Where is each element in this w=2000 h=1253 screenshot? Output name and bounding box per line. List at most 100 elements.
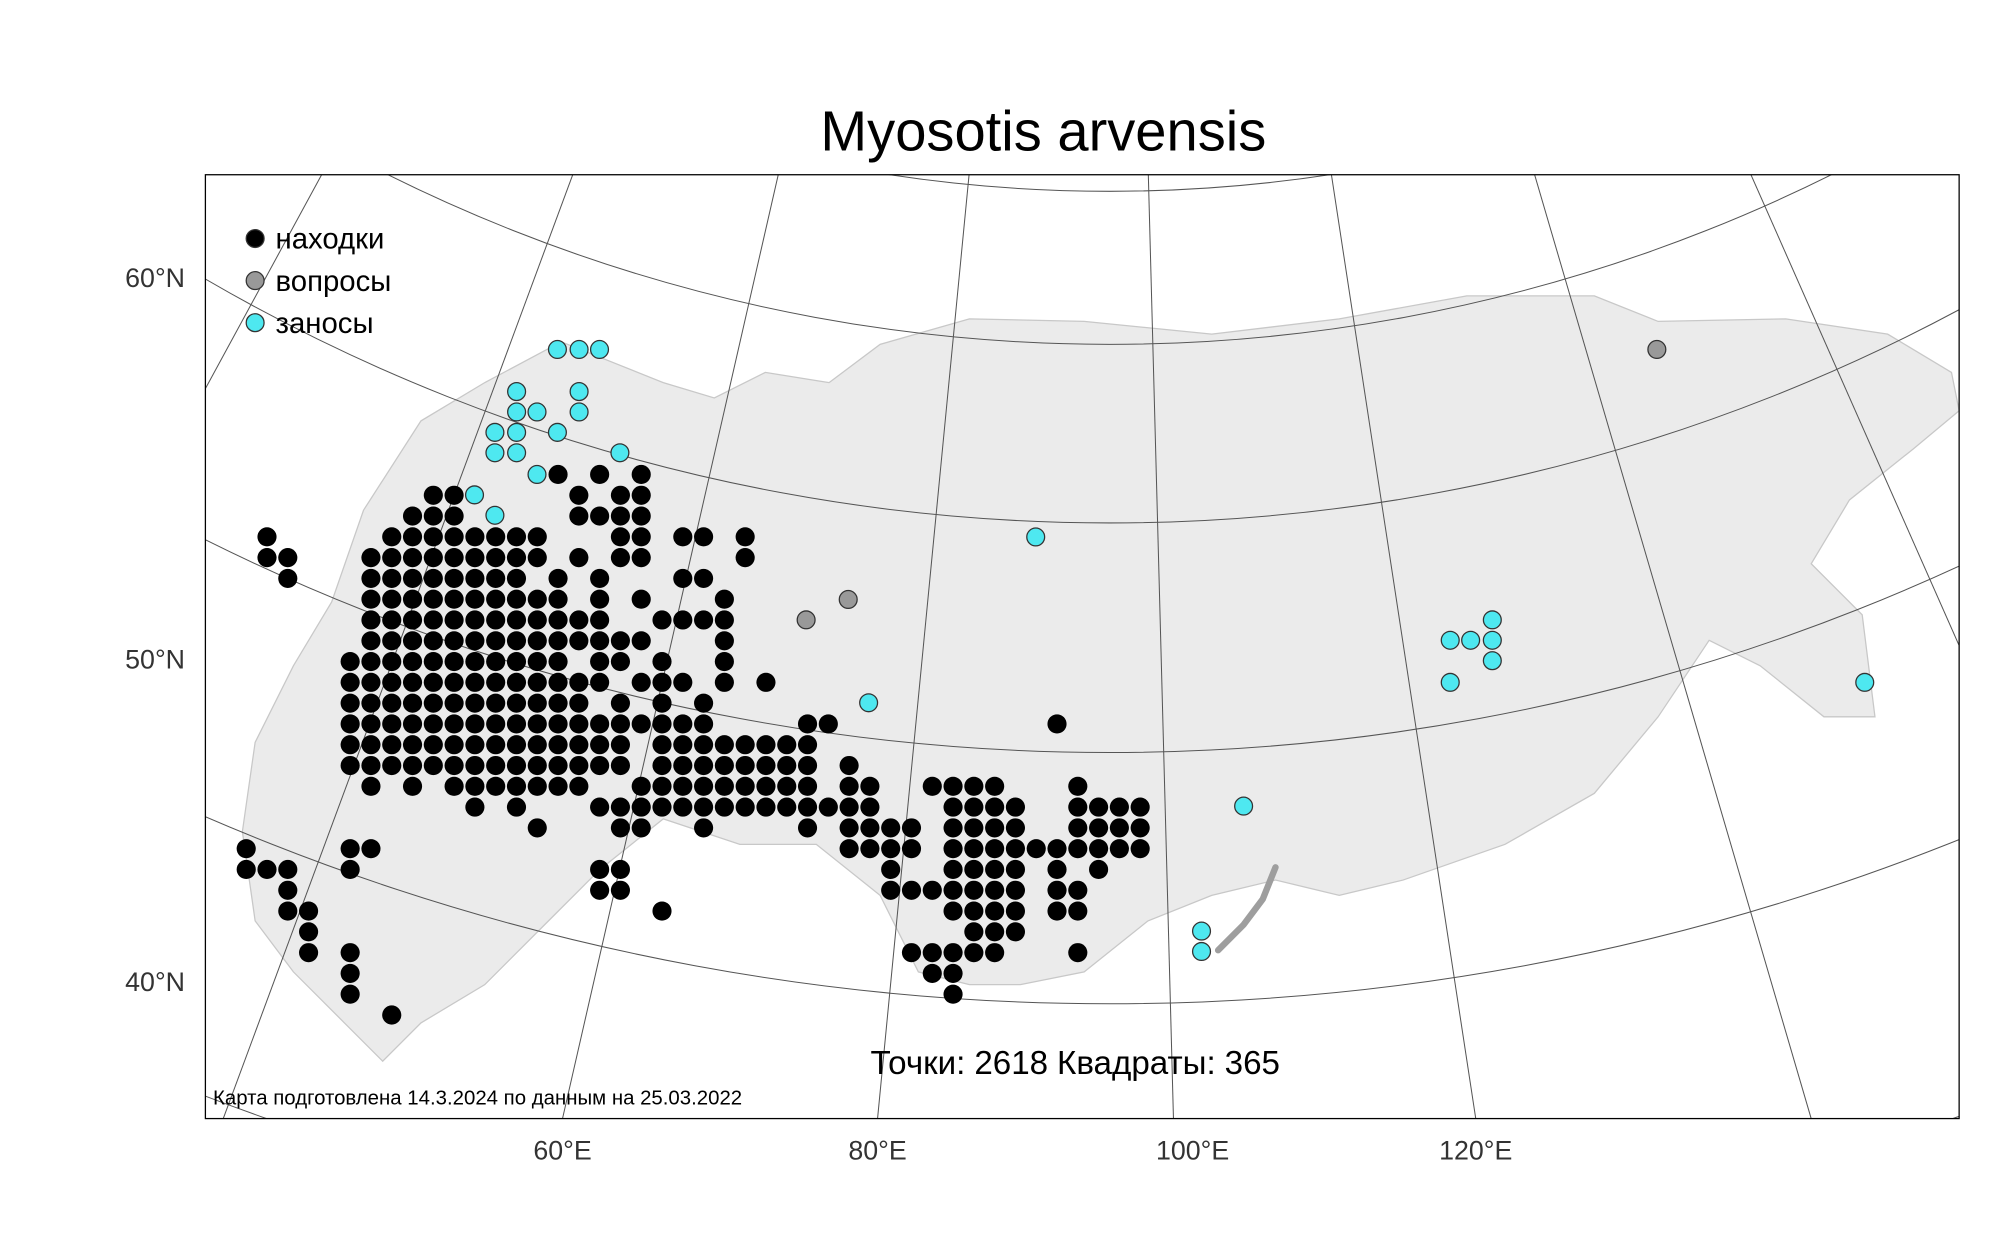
occurrence-dot: [694, 797, 714, 817]
stats: Точки: 2618 Квадраты: 365: [870, 1045, 1280, 1082]
occurrence-dot: [548, 589, 568, 609]
occurrence-dot: [569, 735, 589, 755]
occurrence-dot: [922, 776, 942, 796]
occurrence-dot: [652, 693, 672, 713]
introduced-dot: [1482, 630, 1502, 650]
stat-value: 365: [1225, 1045, 1280, 1082]
occurrence-dot: [569, 631, 589, 651]
occurrence-dot: [382, 548, 402, 568]
occurrence-dot: [382, 652, 402, 672]
footer-note: Карта подготовлена 14.3.2024 по данным н…: [213, 1088, 742, 1110]
occurrence-dot: [943, 776, 963, 796]
occurrence-dot: [839, 818, 859, 838]
occurrence-dot: [486, 652, 506, 672]
occurrence-dot: [527, 589, 547, 609]
occurrence-dot: [340, 693, 360, 713]
introduced-dot: [485, 505, 505, 525]
occurrence-dot: [694, 693, 714, 713]
occurrence-dot: [1047, 839, 1067, 859]
occurrence-dot: [1068, 901, 1088, 921]
occurrence-dot: [361, 610, 381, 630]
occurrence-dot: [777, 776, 797, 796]
occurrence-dot: [631, 485, 651, 505]
occurrence-dot: [714, 652, 734, 672]
occurrence-dot: [382, 527, 402, 547]
legend-label: заносы: [276, 307, 374, 340]
occurrence-dot: [652, 776, 672, 796]
occurrence-dot: [506, 755, 527, 776]
occurrence-dot: [1005, 901, 1025, 921]
occurrence-dot: [985, 859, 1005, 880]
occurrence-dot: [922, 880, 942, 900]
occurrence-dot: [506, 735, 527, 755]
occurrence-dot: [423, 652, 443, 672]
introduced-dot: [569, 381, 589, 402]
occurrence-dot: [402, 755, 423, 776]
lat-label: 50°N: [125, 644, 185, 674]
occurrence-dot: [486, 589, 506, 609]
lon-label: 60°E: [533, 1135, 591, 1165]
occurrence-dot: [922, 963, 942, 983]
introduced-dot: [1482, 651, 1502, 671]
occurrence-dot: [548, 755, 568, 776]
occurrence-dot: [610, 818, 630, 838]
occurrence-dot: [901, 839, 922, 859]
occurrence-dot: [631, 527, 651, 547]
occurrence-dot: [590, 464, 610, 485]
occurrence-dot: [486, 527, 506, 547]
occurrence-dot: [1005, 880, 1025, 900]
occurrence-dot: [299, 943, 319, 963]
occurrence-dot: [340, 735, 360, 755]
occurrence-dot: [881, 859, 901, 880]
occurrence-dot: [673, 568, 693, 588]
occurrence-dot: [527, 714, 547, 734]
occurrence-dot: [1089, 818, 1109, 838]
occurrence-dot: [839, 755, 859, 776]
occurrence-dot: [465, 527, 485, 547]
occurrence-dot: [901, 943, 922, 963]
occurrence-dot: [257, 548, 277, 568]
occurrence-dot: [423, 693, 443, 713]
occurrence-dot: [714, 797, 734, 817]
occurrence-dot: [610, 735, 630, 755]
occurrence-dot: [278, 548, 298, 568]
occurrence-dot: [964, 901, 984, 921]
occurrence-dot: [299, 922, 319, 942]
occurrence-dot: [527, 610, 547, 630]
occurrence-dot: [1068, 943, 1088, 963]
occurrence-dot: [860, 776, 880, 796]
occurrence-dot: [444, 714, 464, 734]
occurrence-dot: [631, 672, 651, 692]
occurrence-dot: [361, 672, 381, 692]
legend-label: вопросы: [276, 265, 392, 298]
occurrence-dot: [694, 568, 714, 588]
introduced-dot: [547, 422, 567, 442]
occurrence-dot: [423, 631, 443, 651]
lon-label: 80°E: [848, 1135, 906, 1165]
meridian: [1330, 174, 1477, 1119]
occurrence-dot: [444, 610, 464, 630]
occurrence-dot: [1047, 714, 1067, 734]
introduced-dot: [1855, 672, 1875, 692]
occurrence-dot: [652, 672, 672, 692]
occurrence-dot: [943, 943, 963, 963]
introduced-dot: [589, 339, 610, 360]
occurrence-dot: [756, 755, 776, 776]
occurrence-dot: [527, 631, 547, 651]
occurrence-dot: [985, 776, 1005, 796]
occurrence-dot: [382, 589, 402, 609]
occurrence-dot: [423, 527, 443, 547]
introduced-dot: [610, 443, 630, 463]
occurrence-dot: [590, 506, 610, 526]
occurrence-dot: [506, 589, 527, 609]
occurrence-dot: [361, 568, 381, 588]
occurrence-dot: [382, 672, 402, 692]
occurrence-dot: [548, 652, 568, 672]
introduced-dot: [1026, 527, 1046, 547]
occurrence-dot: [548, 631, 568, 651]
occurrence-dot: [340, 672, 360, 692]
occurrence-dot: [1109, 818, 1129, 838]
occurrence-dot: [985, 880, 1005, 900]
occurrence-dot: [340, 943, 360, 963]
occurrence-dot: [943, 818, 963, 838]
